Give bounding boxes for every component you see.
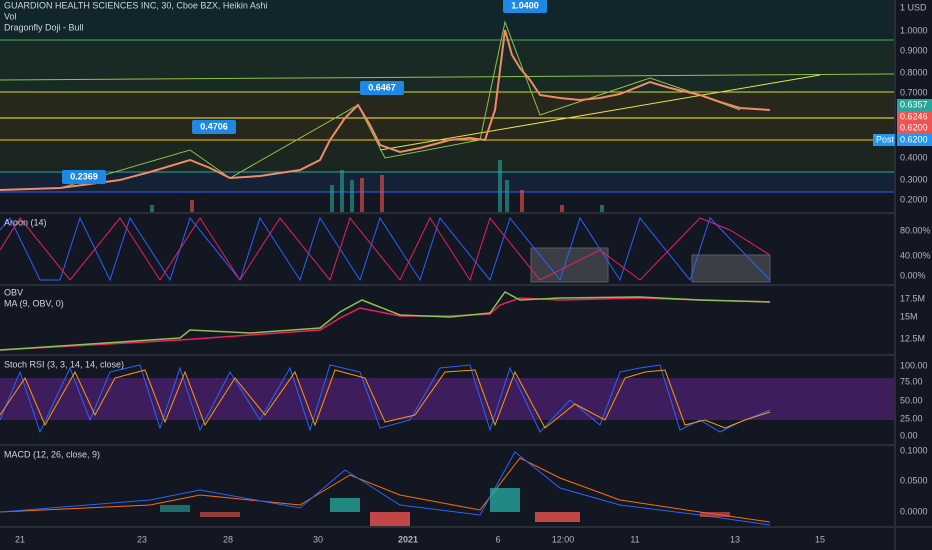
band bbox=[0, 0, 895, 40]
volume-bars bbox=[190, 175, 564, 212]
callout bbox=[360, 81, 404, 95]
callout-label: 1.0400 bbox=[511, 0, 539, 10]
axis-label: 12.5M bbox=[900, 333, 925, 343]
price-tag bbox=[897, 111, 932, 123]
price-tag bbox=[873, 134, 895, 146]
axis-label: 17.5M bbox=[900, 293, 925, 303]
time-label: 13 bbox=[730, 534, 740, 544]
axis-label: 0.1000 bbox=[900, 445, 928, 455]
price-tag bbox=[897, 134, 932, 146]
time-label: 11 bbox=[630, 534, 639, 544]
axis-label: 50.00 bbox=[900, 395, 923, 405]
volume-bars bbox=[150, 160, 604, 212]
time-label: 15 bbox=[815, 534, 825, 544]
axis-label: 80.00% bbox=[900, 225, 931, 235]
histogram bbox=[160, 488, 520, 512]
obv-pane bbox=[0, 291, 771, 351]
time-label: 12:00 bbox=[552, 534, 575, 544]
aroon-down bbox=[0, 216, 771, 282]
band bbox=[0, 140, 895, 172]
axis-label: 0.8000 bbox=[900, 67, 928, 77]
macd-pane bbox=[0, 451, 771, 526]
price-pane bbox=[0, 0, 896, 212]
axis-label: 40.00% bbox=[900, 250, 931, 260]
axis-label: 0.3000 bbox=[900, 174, 928, 184]
stoch-d bbox=[0, 369, 771, 429]
time-label: 6 bbox=[495, 534, 500, 544]
legend: Aroon (14) bbox=[4, 217, 47, 227]
band bbox=[0, 378, 895, 420]
legend: Vol bbox=[4, 11, 17, 21]
legend: MACD (12, 26, close, 9) bbox=[4, 449, 100, 459]
legend: Stoch RSI (3, 3, 14, 14, close) bbox=[4, 359, 124, 369]
highlight bbox=[530, 247, 609, 283]
time-label: 23 bbox=[137, 534, 147, 544]
axis-label: 0.00% bbox=[900, 270, 926, 280]
axis-label: 100.00 bbox=[900, 360, 928, 370]
axis-label: 25.00 bbox=[900, 413, 923, 423]
callout-label: 0.6467 bbox=[368, 82, 396, 92]
stoch-k bbox=[0, 364, 771, 434]
price-tag-label: 0.6246 bbox=[900, 111, 928, 121]
axis-label: 1.0000 bbox=[900, 25, 928, 35]
callout bbox=[503, 0, 547, 13]
callout bbox=[192, 120, 236, 134]
axis-label: 0.2000 bbox=[900, 194, 928, 204]
band bbox=[0, 40, 895, 92]
axis-label: 75.00 bbox=[900, 376, 923, 386]
axis-label: 0.0000 bbox=[900, 506, 928, 516]
macd bbox=[0, 451, 771, 526]
axis-label: 0.00 bbox=[900, 430, 918, 440]
price-tag-label: 0.6357 bbox=[900, 99, 928, 109]
axis-label: 0.9000 bbox=[900, 45, 928, 55]
axis-label: 15M bbox=[900, 311, 918, 321]
price-line bbox=[0, 29, 771, 191]
legend: Dragonfly Doji - Bull bbox=[4, 22, 84, 32]
axis-label: 1 USD bbox=[900, 2, 927, 12]
aroon-pane bbox=[0, 216, 771, 283]
stoch-pane bbox=[0, 364, 895, 434]
obv-ma bbox=[0, 297, 771, 351]
time-label: 28 bbox=[223, 534, 233, 544]
histogram bbox=[200, 512, 730, 526]
price-tag bbox=[897, 122, 932, 134]
labels: GUARDION HEALTH SCIENCES INC, 30, Cboe B… bbox=[4, 0, 932, 544]
obv bbox=[0, 291, 771, 351]
highlight bbox=[691, 254, 771, 283]
axis-label: 0.4000 bbox=[900, 152, 928, 162]
legend: GUARDION HEALTH SCIENCES INC, 30, Cboe B… bbox=[4, 0, 267, 10]
callout-label: 0.2369 bbox=[70, 171, 98, 181]
time-label: 21 bbox=[15, 534, 25, 544]
price-tag bbox=[897, 99, 932, 111]
callout bbox=[62, 170, 106, 184]
band bbox=[0, 92, 895, 140]
axis-label: 0.7000 bbox=[900, 87, 928, 97]
price-tag-label: 0.6200 bbox=[900, 122, 928, 132]
band bbox=[0, 172, 895, 192]
legend: MA (9, OBV, 0) bbox=[4, 298, 64, 308]
aroon-up bbox=[0, 216, 771, 282]
time-label: 30 bbox=[313, 534, 323, 544]
axis-label: 0.0500 bbox=[900, 475, 928, 485]
signal bbox=[0, 457, 771, 523]
price-tag-label: 0.6200 bbox=[900, 134, 928, 144]
price-tag-label: Post bbox=[876, 134, 895, 144]
legend: OBV bbox=[4, 287, 23, 297]
time-label: 2021 bbox=[398, 534, 418, 544]
callout-label: 0.4706 bbox=[200, 121, 228, 131]
